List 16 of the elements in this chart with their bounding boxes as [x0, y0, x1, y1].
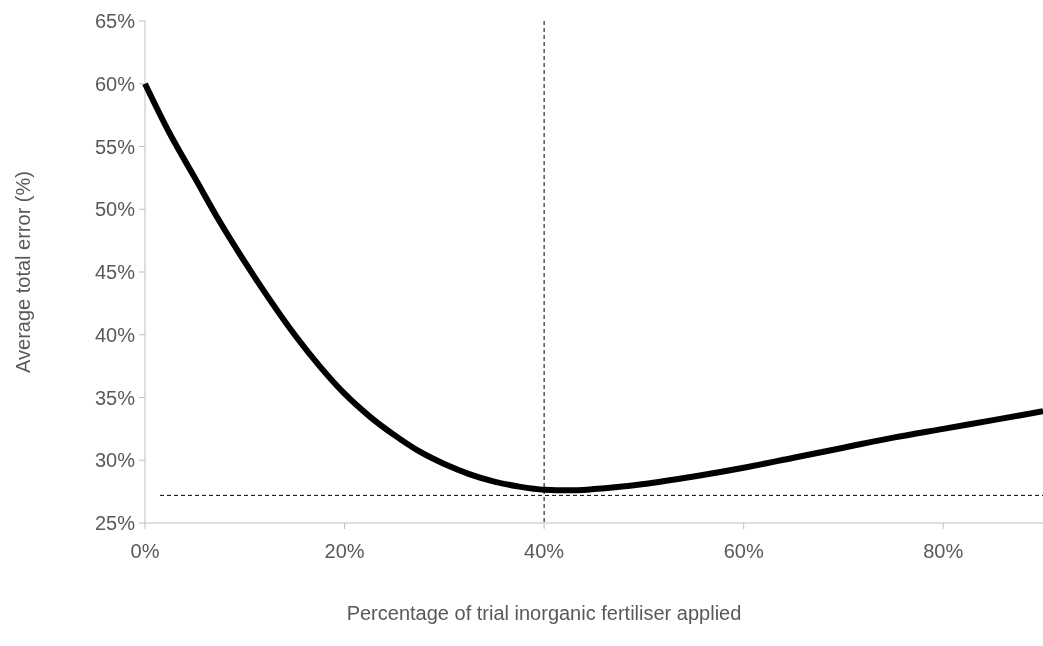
- x-tick-label: 40%: [524, 540, 565, 562]
- x-tick-label: 20%: [324, 540, 365, 562]
- y-tick-label: 25%: [94, 512, 136, 534]
- y-tick-label: 30%: [94, 449, 136, 472]
- y-tick-label: 50%: [94, 198, 136, 221]
- x-tick-label: 0%: [130, 540, 160, 562]
- x-axis-title: Percentage of trial inorganic fertiliser applied: [346, 602, 742, 624]
- x-tick-label: 80%: [923, 540, 964, 562]
- y-tick-label: 60%: [94, 72, 136, 95]
- y-tick-label: 35%: [94, 386, 136, 409]
- y-tick-label: 55%: [94, 135, 136, 158]
- y-tick-label: 65%: [94, 10, 136, 32]
- y-tick-label: 40%: [94, 323, 136, 346]
- y-axis-title: Average total error (%): [12, 171, 34, 373]
- y-tick-label: 45%: [94, 261, 136, 283]
- x-tick-label: 60%: [723, 540, 764, 562]
